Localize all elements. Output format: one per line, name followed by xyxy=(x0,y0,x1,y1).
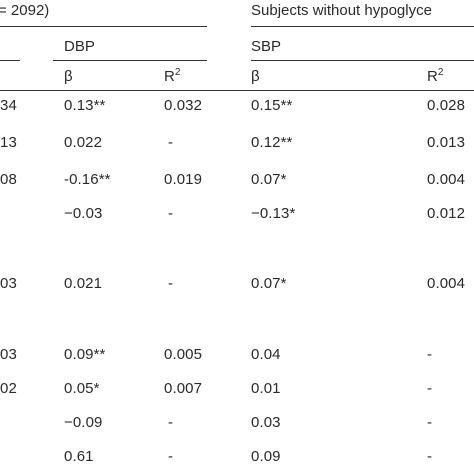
dbp-r2-cell: 0.005 xyxy=(164,346,203,363)
sbp-r2-cell: - xyxy=(427,414,433,431)
dbp-beta-cell: 0.021 xyxy=(64,275,103,292)
dbp-beta-cell: 0.61 xyxy=(64,448,94,465)
sbp-beta-cell: 0.07* xyxy=(251,275,287,292)
dbp-r2-cell: - xyxy=(168,134,174,151)
sbp-r2-cell: 0.028 xyxy=(427,97,466,114)
dbp-header: DBP xyxy=(64,38,95,55)
sbp-r2-cell: 0.004 xyxy=(427,171,466,188)
dbp-beta-header: β xyxy=(64,68,73,85)
dbp-r2-cell: 0.032 xyxy=(164,97,203,114)
sbp-header: SBP xyxy=(251,38,282,55)
left-rule-stub xyxy=(0,60,20,61)
group2-rule xyxy=(251,26,474,27)
clipped-cell: 03 xyxy=(0,346,17,363)
sbp-beta-cell: 0.07* xyxy=(251,171,287,188)
dbp-beta-cell: 0.09** xyxy=(64,346,106,363)
group1-rule xyxy=(0,26,207,27)
sbp-r2-cell: - xyxy=(427,448,433,465)
dbp-beta-cell: -0.16** xyxy=(64,171,111,188)
clipped-cell: 08 xyxy=(0,171,17,188)
sbp-beta-cell: 0.12** xyxy=(251,134,293,151)
clipped-cell: 02 xyxy=(0,380,17,397)
dbp-beta-cell: 0.05* xyxy=(64,380,100,397)
sbp-beta-cell: −0.13* xyxy=(251,205,296,222)
clipped-cell: 13 xyxy=(0,134,17,151)
dbp-r2-cell: 0.007 xyxy=(164,380,203,397)
dbp-r2-header: R2 xyxy=(164,67,181,86)
group1-header: = 2092) xyxy=(0,2,50,19)
sbp-beta-header: β xyxy=(251,68,260,85)
clipped-cell: 34 xyxy=(0,97,17,114)
dbp-beta-cell: −0.09 xyxy=(64,414,103,431)
dbp-r2-cell: - xyxy=(168,275,174,292)
dbp-r2-cell: 0.019 xyxy=(164,171,203,188)
dbp-r2-cell: - xyxy=(168,414,174,431)
sbp-beta-cell: 0.03 xyxy=(251,414,281,431)
sbp-r2-cell: - xyxy=(427,380,433,397)
sbp-r2-cell: 0.004 xyxy=(427,275,466,292)
dbp-beta-cell: −0.03 xyxy=(64,205,103,222)
clipped-cell: 03 xyxy=(0,275,17,292)
sbp-r2-cell: 0.012 xyxy=(427,205,466,222)
sbp-beta-cell: 0.15** xyxy=(251,97,293,114)
sbp-beta-cell: 0.09 xyxy=(251,448,281,465)
sbp-r2-header: R2 xyxy=(427,67,444,86)
dbp-beta-cell: 0.022 xyxy=(64,134,103,151)
sbp-r2-cell: 0.013 xyxy=(427,134,466,151)
dbp-beta-cell: 0.13** xyxy=(64,97,106,114)
sbp-rule xyxy=(251,60,474,61)
header-bottom-rule xyxy=(0,90,474,91)
sbp-r2-cell: - xyxy=(427,346,433,363)
dbp-rule xyxy=(53,60,207,61)
sbp-beta-cell: 0.01 xyxy=(251,380,281,397)
dbp-r2-cell: - xyxy=(168,448,174,465)
dbp-r2-cell: - xyxy=(168,205,174,222)
sbp-beta-cell: 0.04 xyxy=(251,346,281,363)
group2-header: Subjects without hypoglyce xyxy=(251,2,432,19)
